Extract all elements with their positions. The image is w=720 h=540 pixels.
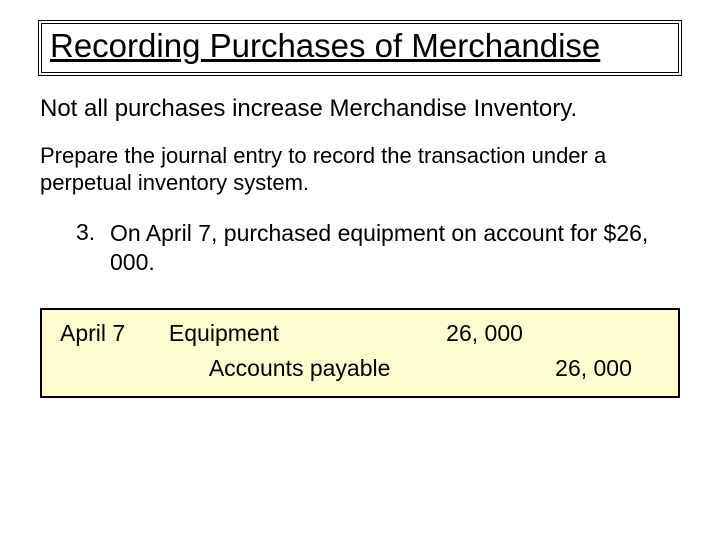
slide-container: Recording Purchases of Merchandise Not a…	[0, 0, 720, 418]
lead-text: Not all purchases increase Merchandise I…	[40, 94, 680, 124]
instruction-text: Prepare the journal entry to record the …	[40, 142, 680, 197]
journal-entry-box: April 7 Equipment 26, 000 Accounts payab…	[40, 308, 680, 398]
journal-date: April 7	[60, 320, 169, 347]
slide-title: Recording Purchases of Merchandise	[50, 26, 670, 66]
journal-credit-row: Accounts payable 26, 000	[60, 355, 664, 382]
numbered-item: 3. On April 7, purchased equipment on ac…	[76, 219, 680, 279]
title-box: Recording Purchases of Merchandise	[38, 20, 682, 76]
journal-credit-amount: 26, 000	[555, 355, 664, 382]
item-text: On April 7, purchased equipment on accou…	[110, 219, 680, 279]
journal-debit-row: April 7 Equipment 26, 000	[60, 320, 664, 347]
item-number: 3.	[76, 219, 110, 279]
journal-credit-account: Accounts payable	[169, 355, 446, 382]
journal-debit-amount: 26, 000	[446, 320, 555, 347]
journal-debit-account: Equipment	[169, 320, 446, 347]
